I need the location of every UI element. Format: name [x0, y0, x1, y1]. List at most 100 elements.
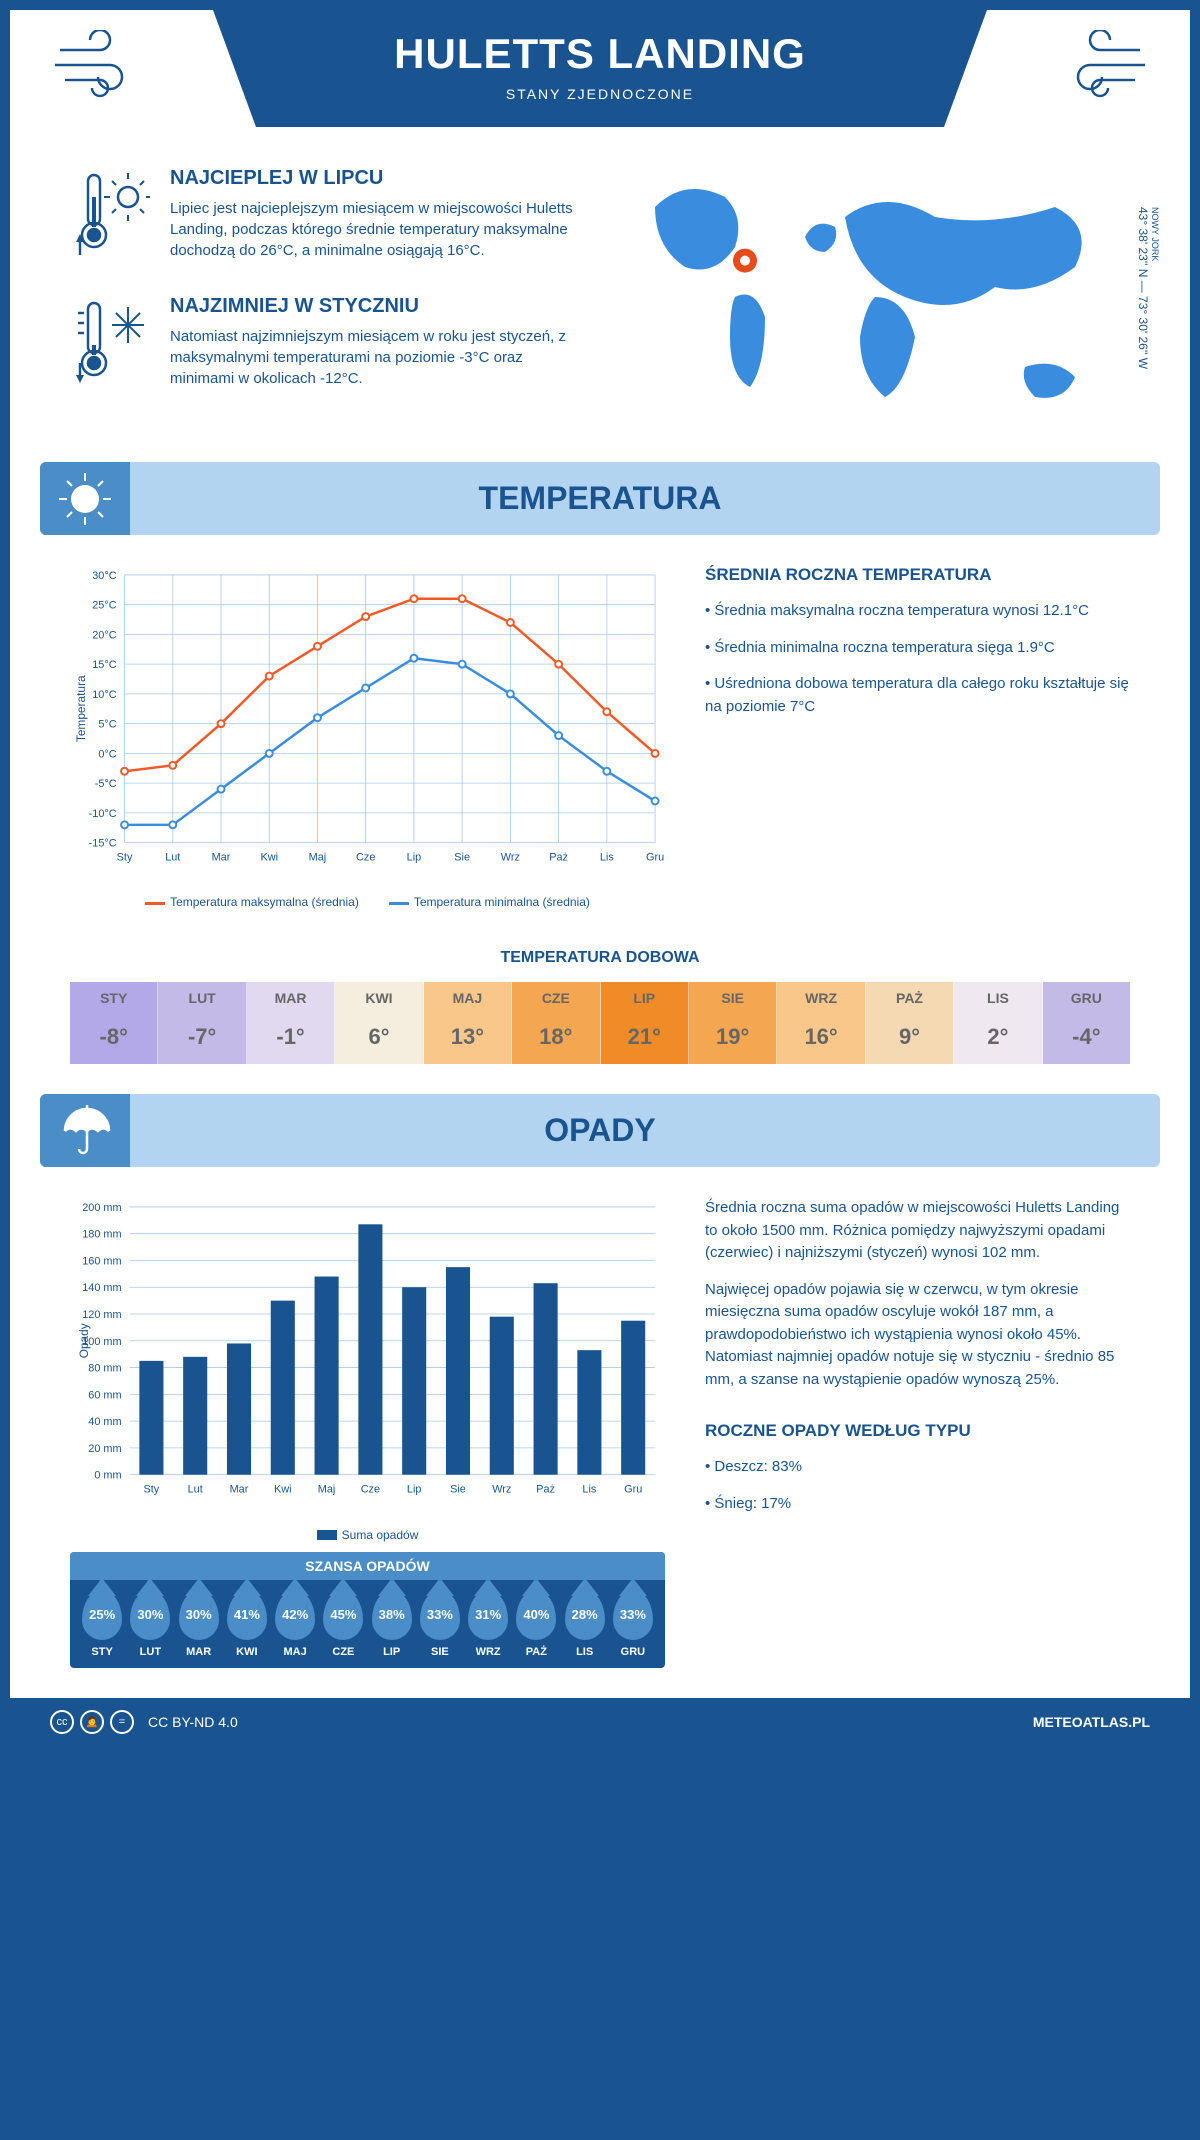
wind-icon: [50, 30, 140, 112]
svg-text:Cze: Cze: [356, 852, 375, 864]
svg-text:Lis: Lis: [600, 852, 614, 864]
latlon-label: 43° 38' 23'' N — 73° 30' 26'' W: [1136, 207, 1150, 369]
svg-text:Kwi: Kwi: [274, 1484, 292, 1496]
rain-drop: 25%STY: [78, 1590, 126, 1658]
country-subtitle: STANY ZJEDNOCZONE: [170, 86, 1030, 102]
precip-legend: Suma opadów: [70, 1528, 665, 1542]
temp-cell: LIP21°: [601, 982, 689, 1064]
precip-type-title: ROCZNE OPADY WEDŁUG TYPU: [705, 1421, 1130, 1441]
svg-text:Lis: Lis: [582, 1484, 596, 1496]
svg-text:200 mm: 200 mm: [82, 1202, 121, 1214]
coldest-block: NAJZIMNIEJ W STYCZNIU Natomiast najzimni…: [70, 295, 580, 398]
temp-cell: LIS2°: [954, 982, 1042, 1064]
location-title: HULETTS LANDING: [170, 30, 1030, 78]
hottest-title: NAJCIEPLEJ W LIPCU: [170, 167, 580, 190]
temp-cell: MAR-1°: [247, 982, 335, 1064]
svg-text:60 mm: 60 mm: [88, 1390, 121, 1402]
rain-drop: 30%MAR: [175, 1590, 223, 1658]
region-label: NOWY JORK: [1150, 207, 1160, 369]
temperature-legend: Temperatura maksymalna (średnia)Temperat…: [70, 895, 665, 909]
bullet: • Deszcz: 83%: [705, 1456, 1130, 1479]
svg-text:20°C: 20°C: [92, 629, 116, 641]
svg-text:Paż: Paż: [549, 852, 568, 864]
rain-drop: 28%LIS: [561, 1590, 609, 1658]
daily-temp-title: TEMPERATURA DOBOWA: [10, 949, 1190, 967]
svg-text:-10°C: -10°C: [89, 808, 117, 820]
svg-text:-5°C: -5°C: [95, 778, 117, 790]
svg-text:Gru: Gru: [624, 1484, 642, 1496]
temp-cell: STY-8°: [70, 982, 158, 1064]
nd-icon: =: [110, 1710, 134, 1734]
temp-cell: MAJ13°: [424, 982, 512, 1064]
site-name: METEOATLAS.PL: [1033, 1714, 1150, 1730]
svg-text:Mar: Mar: [212, 852, 231, 864]
rain-drop: 31%WRZ: [464, 1590, 512, 1658]
svg-text:5°C: 5°C: [98, 719, 116, 731]
svg-text:30°C: 30°C: [92, 570, 116, 582]
svg-text:Sie: Sie: [450, 1484, 466, 1496]
coordinates: NOWY JORK 43° 38' 23'' N — 73° 30' 26'' …: [1136, 207, 1160, 369]
rain-drop: 45%CZE: [319, 1590, 367, 1658]
svg-text:Lut: Lut: [165, 852, 180, 864]
rain-drop: 40%PAŻ: [512, 1590, 560, 1658]
rain-drop: 33%GRU: [609, 1590, 657, 1658]
svg-text:Sty: Sty: [144, 1484, 160, 1496]
header: HULETTS LANDING STANY ZJEDNOCZONE: [10, 10, 1190, 167]
svg-text:Lip: Lip: [407, 852, 422, 864]
umbrella-icon: [40, 1094, 130, 1167]
svg-text:0°C: 0°C: [98, 748, 116, 760]
precip-type-bullets: • Deszcz: 83% • Śnieg: 17%: [705, 1456, 1130, 1515]
svg-text:Wrz: Wrz: [492, 1484, 511, 1496]
svg-text:Lip: Lip: [407, 1484, 422, 1496]
svg-text:Sty: Sty: [117, 852, 133, 864]
precip-section-head: OPADY: [40, 1094, 1160, 1167]
cc-icon: cc: [50, 1710, 74, 1734]
rain-drop: 41%KWI: [223, 1590, 271, 1658]
svg-text:Mar: Mar: [230, 1484, 249, 1496]
svg-text:20 mm: 20 mm: [88, 1443, 121, 1455]
svg-text:-15°C: -15°C: [89, 838, 117, 850]
svg-text:40 mm: 40 mm: [88, 1416, 121, 1428]
coldest-text: Natomiast najzimniejszym miesiącem w rok…: [170, 326, 580, 389]
svg-text:180 mm: 180 mm: [82, 1229, 121, 1241]
temperature-section-head: TEMPERATURA: [40, 462, 1160, 535]
rain-drop: 38%LIP: [368, 1590, 416, 1658]
svg-text:Maj: Maj: [318, 1484, 336, 1496]
svg-text:10°C: 10°C: [92, 689, 116, 701]
svg-text:Maj: Maj: [309, 852, 327, 864]
svg-text:Kwi: Kwi: [260, 852, 278, 864]
svg-text:Paż: Paż: [536, 1484, 555, 1496]
temperature-line-chart: -15°C -10°C -5°C 0°C 5°C 10°C 15°C 20°C 25°C 30°C…: [70, 565, 665, 882]
rain-drop: 42%MAJ: [271, 1590, 319, 1658]
temp-cell: WRZ16°: [777, 982, 865, 1064]
svg-text:120 mm: 120 mm: [82, 1309, 121, 1321]
temp-cell: CZE18°: [512, 982, 600, 1064]
rain-chance-title: SZANSA OPADÓW: [70, 1552, 665, 1580]
temp-cell: LUT-7°: [158, 982, 246, 1064]
rain-chance-panel: SZANSA OPADÓW 25%STY 30%LUT 30%MAR 41%KW…: [70, 1552, 665, 1668]
annual-temp-bullets: • Średnia maksymalna roczna temperatura …: [705, 600, 1130, 718]
world-map: [620, 167, 1130, 427]
bullet: • Uśredniona dobowa temperatura dla całe…: [705, 673, 1130, 718]
wind-icon: [1060, 30, 1150, 112]
svg-text:25°C: 25°C: [92, 600, 116, 612]
temp-cell: GRU-4°: [1043, 982, 1130, 1064]
hottest-block: NAJCIEPLEJ W LIPCU Lipiec jest najcieple…: [70, 167, 580, 270]
bullet: • Śnieg: 17%: [705, 1493, 1130, 1516]
svg-text:Opady: Opady: [77, 1324, 91, 1359]
precip-text-2: Najwięcej opadów pojawia się w czerwcu, …: [705, 1279, 1130, 1392]
temp-cell: SIE19°: [689, 982, 777, 1064]
temperature-title: TEMPERATURA: [40, 480, 1160, 517]
precip-title: OPADY: [40, 1112, 1160, 1149]
svg-text:160 mm: 160 mm: [82, 1256, 121, 1268]
license-block: cc 🙍 = CC BY-ND 4.0: [50, 1710, 238, 1734]
daily-temp-table: STY-8° LUT-7° MAR-1° KWI6° MAJ13° CZE18°…: [70, 982, 1130, 1064]
svg-text:Gru: Gru: [646, 852, 664, 864]
temp-cell: PAŻ9°: [866, 982, 954, 1064]
coldest-title: NAJZIMNIEJ W STYCZNIU: [170, 295, 580, 318]
svg-text:15°C: 15°C: [92, 659, 116, 671]
svg-text:Sie: Sie: [454, 852, 470, 864]
bullet: • Średnia maksymalna roczna temperatura …: [705, 600, 1130, 623]
sun-icon: [40, 462, 130, 535]
temp-cell: KWI6°: [335, 982, 423, 1064]
